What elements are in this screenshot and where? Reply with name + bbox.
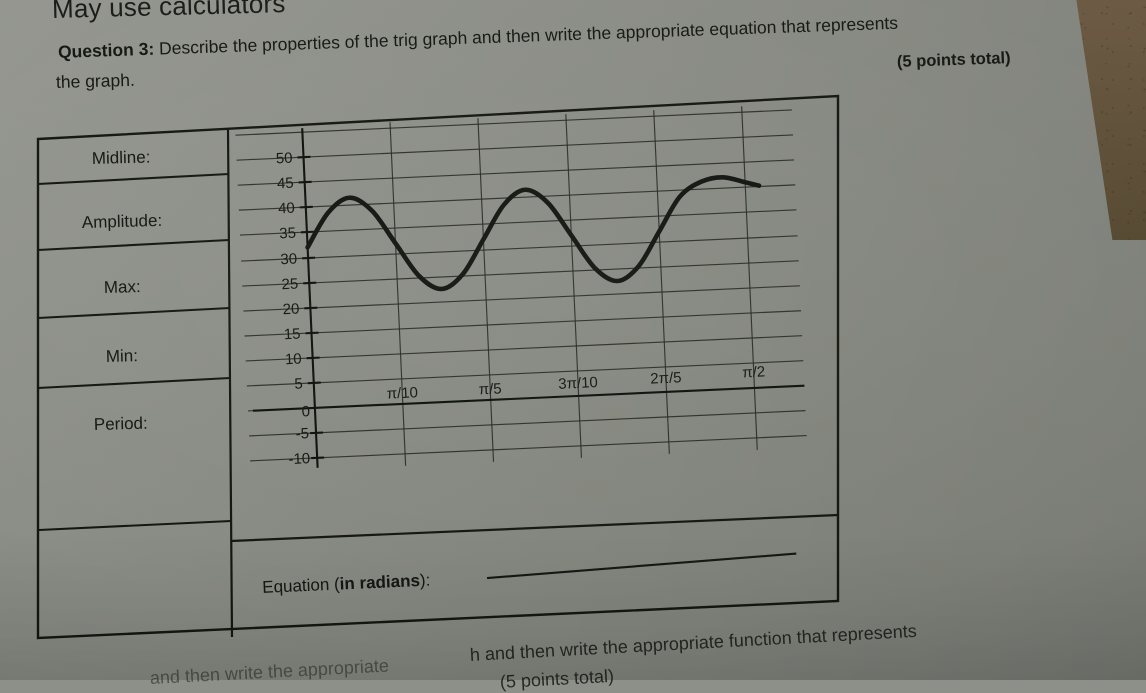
x-tick-pi-over-5: π/5 (478, 380, 502, 398)
graph-y-ticks (297, 155, 325, 460)
x-tick-pi-over-10: π/10 (386, 384, 418, 402)
table-row-sep-1 (37, 172, 230, 186)
graph-vertical-gridlines (389, 106, 758, 466)
y-tick-0: 0 (301, 403, 310, 420)
y-tick-30: 30 (280, 251, 297, 269)
table-label-period: Period: (94, 414, 148, 434)
y-tick-50: 50 (275, 150, 292, 168)
table-label-amplitude: Amplitude: (82, 211, 163, 232)
graph-x-axis (252, 384, 805, 412)
y-tick-35: 35 (279, 225, 296, 243)
graph-y-axis (301, 128, 319, 468)
table-row-sep-5 (38, 519, 232, 532)
table-row-sep-4 (37, 376, 231, 390)
y-tick-20: 20 (282, 300, 299, 318)
x-tick-pi-over-2: π/2 (742, 363, 766, 381)
table-row-sep-2 (37, 238, 230, 252)
table-label-max: Max: (104, 277, 141, 297)
equation-answer-blank[interactable] (486, 552, 797, 580)
y-tick-15: 15 (283, 325, 300, 343)
y-tick-10: 10 (285, 350, 302, 368)
y-tick-25: 25 (281, 276, 298, 294)
table-label-midline: Midline: (92, 147, 151, 168)
graph-group: 50 45 40 35 30 25 20 15 10 5 0 -5 -10 π/… (235, 106, 807, 468)
y-tick-45: 45 (277, 175, 294, 193)
equation-label-tail: ): (420, 571, 431, 590)
table-row-sep-3 (37, 306, 231, 320)
y-tick-5: 5 (294, 375, 303, 392)
x-tick-2pi-over-5: 2π/5 (650, 369, 682, 387)
table-label-min: Min: (106, 346, 139, 366)
equation-label: Equation (in radians): (262, 571, 431, 597)
table-outer-border (36, 94, 840, 640)
y-tick-neg10: -10 (288, 450, 310, 468)
x-tick-3pi-over-10: 3π/10 (558, 374, 598, 393)
equation-row: Equation (in radians): (262, 552, 797, 597)
equation-label-bold: in radians (339, 571, 420, 593)
table-column-divider (226, 128, 234, 638)
equation-row-separator (230, 513, 839, 543)
trig-curve (305, 174, 762, 292)
y-tick-40: 40 (278, 200, 295, 218)
y-tick-neg5: -5 (295, 425, 309, 443)
equation-label-plain: Equation ( (262, 575, 341, 597)
